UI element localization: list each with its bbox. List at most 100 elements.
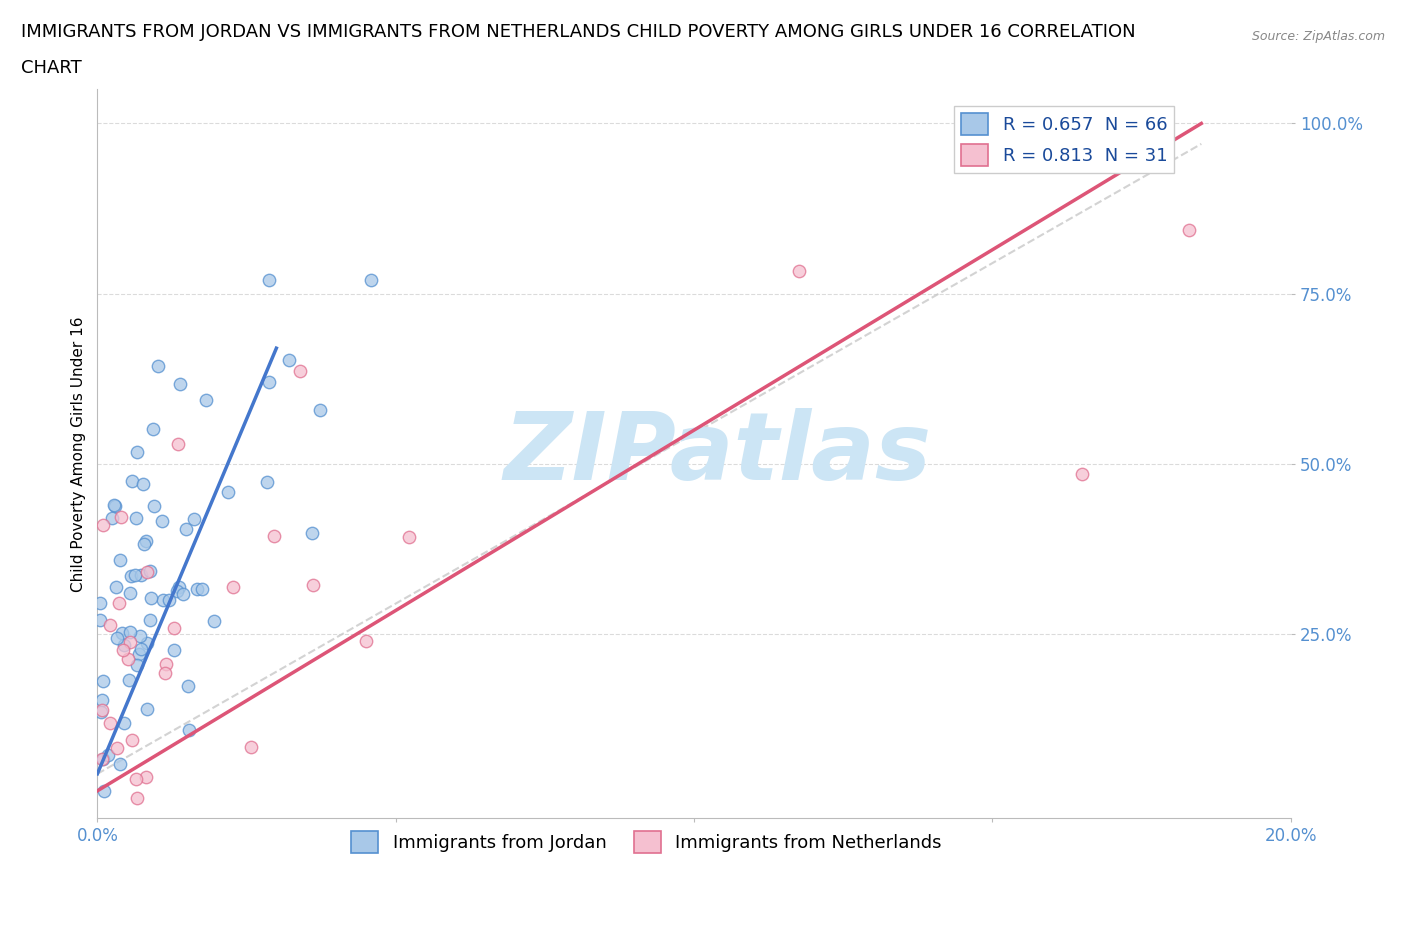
Point (301, 525, 323, 540)
Point (89, 612, 111, 627)
Point (117, 672, 139, 687)
Point (1071, 467, 1094, 482)
Point (105, 579, 128, 594)
Point (120, 568, 142, 583)
Point (139, 612, 162, 627)
Point (103, 498, 125, 512)
Point (93, 783, 115, 798)
Point (183, 512, 205, 526)
Point (278, 352, 301, 367)
Point (91, 673, 114, 688)
Point (91, 703, 114, 718)
Point (354, 633, 377, 648)
Point (105, 740, 128, 755)
Point (136, 565, 159, 579)
Point (360, 272, 382, 287)
Point (787, 264, 810, 279)
Point (166, 583, 188, 598)
Point (222, 579, 245, 594)
Point (128, 646, 150, 661)
Point (121, 473, 143, 488)
Point (100, 511, 122, 525)
Point (125, 772, 148, 787)
Point (125, 511, 148, 525)
Point (263, 528, 285, 543)
Point (172, 587, 194, 602)
Point (191, 581, 214, 596)
Point (129, 629, 152, 644)
Point (167, 580, 190, 595)
Point (103, 498, 125, 513)
Point (131, 568, 153, 583)
Point (97, 748, 120, 763)
Point (257, 374, 280, 389)
Point (110, 552, 132, 567)
Text: CHART: CHART (21, 59, 82, 76)
Point (398, 529, 420, 544)
Point (131, 477, 153, 492)
Point (111, 625, 134, 640)
Point (90, 705, 112, 720)
Point (135, 769, 157, 784)
Point (259, 272, 281, 287)
Point (186, 581, 208, 596)
Point (952, 133, 974, 148)
Y-axis label: Child Poverty Among Girls Under 16: Child Poverty Among Girls Under 16 (72, 316, 86, 591)
Text: ZIPatlas: ZIPatlas (503, 407, 932, 499)
Point (111, 643, 134, 658)
Point (143, 498, 166, 513)
Point (108, 756, 131, 771)
Point (91, 693, 114, 708)
Point (309, 403, 332, 418)
Point (89, 595, 111, 610)
Point (152, 592, 174, 607)
Point (194, 392, 217, 407)
Point (202, 614, 225, 629)
Point (132, 536, 155, 551)
Point (157, 592, 180, 607)
Point (139, 564, 162, 578)
Point (136, 701, 159, 716)
Point (135, 534, 157, 549)
Point (98, 618, 121, 632)
Point (105, 631, 128, 645)
Point (110, 510, 132, 525)
Text: Source: ZipAtlas.com: Source: ZipAtlas.com (1251, 30, 1385, 43)
Point (117, 651, 139, 666)
Point (153, 665, 176, 680)
Point (129, 642, 152, 657)
Point (150, 513, 173, 528)
Point (121, 732, 143, 747)
Point (217, 485, 239, 499)
Point (125, 790, 148, 805)
Legend: Immigrants from Jordan, Immigrants from Netherlands: Immigrants from Jordan, Immigrants from … (344, 824, 949, 860)
Point (179, 722, 201, 737)
Point (91, 752, 114, 767)
Point (139, 591, 162, 605)
Point (167, 436, 190, 451)
Point (256, 474, 278, 489)
Point (177, 678, 200, 693)
Point (239, 739, 262, 754)
Point (163, 643, 186, 658)
Point (112, 716, 135, 731)
Point (90, 751, 112, 766)
Point (163, 620, 186, 635)
Point (118, 625, 141, 640)
Point (120, 586, 142, 601)
Point (155, 657, 177, 671)
Point (125, 445, 148, 459)
Point (120, 634, 142, 649)
Point (169, 377, 191, 392)
Point (127, 658, 149, 672)
Text: IMMIGRANTS FROM JORDAN VS IMMIGRANTS FROM NETHERLANDS CHILD POVERTY AMONG GIRLS : IMMIGRANTS FROM JORDAN VS IMMIGRANTS FRO… (21, 23, 1136, 41)
Point (174, 522, 197, 537)
Point (93, 518, 115, 533)
Point (1178, 222, 1201, 237)
Point (290, 364, 312, 379)
Point (98, 715, 121, 730)
Point (136, 635, 159, 650)
Point (112, 637, 135, 652)
Point (124, 567, 146, 582)
Point (107, 595, 129, 610)
